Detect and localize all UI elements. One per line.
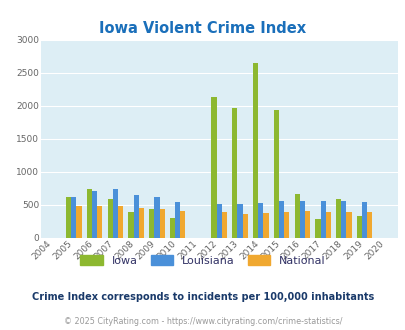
- Bar: [216, 204, 221, 238]
- Bar: [211, 97, 216, 238]
- Bar: [71, 197, 76, 238]
- Text: © 2025 CityRating.com - https://www.cityrating.com/crime-statistics/: © 2025 CityRating.com - https://www.city…: [64, 317, 341, 326]
- Bar: [113, 189, 118, 238]
- Bar: [315, 219, 320, 238]
- Bar: [263, 213, 268, 238]
- Bar: [278, 201, 284, 238]
- Bar: [252, 63, 258, 238]
- Bar: [180, 211, 185, 238]
- Legend: Iowa, Louisiana, National: Iowa, Louisiana, National: [76, 250, 329, 270]
- Bar: [258, 203, 263, 238]
- Bar: [299, 201, 304, 238]
- Bar: [361, 202, 367, 238]
- Bar: [294, 194, 299, 238]
- Bar: [175, 202, 180, 238]
- Bar: [97, 206, 102, 238]
- Bar: [66, 197, 71, 238]
- Bar: [159, 209, 164, 238]
- Bar: [284, 212, 289, 238]
- Bar: [367, 212, 371, 238]
- Bar: [237, 204, 242, 238]
- Bar: [118, 206, 123, 238]
- Bar: [325, 212, 330, 238]
- Bar: [128, 212, 133, 238]
- Bar: [154, 197, 159, 238]
- Bar: [335, 199, 341, 238]
- Bar: [87, 189, 92, 238]
- Bar: [107, 199, 113, 238]
- Bar: [356, 216, 361, 238]
- Bar: [92, 191, 97, 238]
- Bar: [341, 201, 345, 238]
- Bar: [304, 211, 309, 238]
- Bar: [273, 110, 278, 238]
- Bar: [133, 195, 139, 238]
- Bar: [76, 206, 81, 238]
- Text: Crime Index corresponds to incidents per 100,000 inhabitants: Crime Index corresponds to incidents per…: [32, 292, 373, 302]
- Bar: [221, 212, 226, 238]
- Bar: [149, 209, 154, 238]
- Bar: [320, 201, 325, 238]
- Bar: [169, 218, 175, 238]
- Bar: [242, 214, 247, 238]
- Bar: [232, 108, 237, 238]
- Bar: [139, 208, 144, 238]
- Text: Iowa Violent Crime Index: Iowa Violent Crime Index: [99, 21, 306, 36]
- Bar: [345, 212, 351, 238]
